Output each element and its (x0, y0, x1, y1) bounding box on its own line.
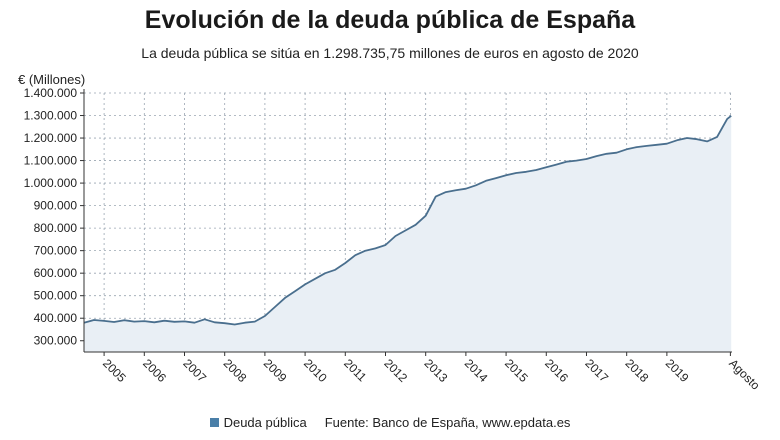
y-tick-label: 1.200.000 (24, 131, 78, 145)
x-tick-label: 2011 (341, 356, 369, 384)
x-tick-label: 2012 (381, 356, 410, 385)
y-tick-label: 900.000 (34, 199, 78, 213)
legend: Deuda pública Fuente: Banco de España, ww… (0, 415, 780, 430)
x-tick-label: 2008 (221, 356, 250, 385)
x-tick-label: 2013 (422, 356, 451, 385)
x-tick-label: 2006 (140, 356, 169, 385)
x-tick-label: 2007 (180, 356, 209, 385)
x-tick-label: 2015 (502, 356, 531, 385)
y-tick-label: 1.300.000 (24, 109, 78, 123)
chart-subtitle: La deuda pública se sitúa en 1.298.735,7… (141, 45, 639, 61)
y-tick-label: 600.000 (34, 266, 78, 280)
y-tick-label: 500.000 (34, 289, 78, 303)
y-tick-label: 1.100.000 (24, 154, 78, 168)
y-tick-label: 800.000 (34, 221, 78, 235)
y-tick-label: 400.000 (34, 311, 78, 325)
y-tick-label: 1.000.000 (24, 176, 78, 190)
x-tick-label: 2017 (582, 356, 611, 385)
chart-title: Evolución de la deuda pública de España (144, 6, 636, 34)
x-tick-label: Agosto (726, 356, 763, 393)
legend-label: Deuda pública (223, 415, 307, 430)
y-tick-label: 700.000 (34, 244, 78, 258)
y-tick-label: 1.400.000 (24, 86, 78, 100)
series-line-deuda-publica (83, 115, 732, 326)
legend-swatch (209, 418, 219, 427)
source-note: Fuente: Banco de España, www.epdata.es (324, 415, 571, 430)
x-tick-label: 2010 (301, 356, 330, 385)
y-axis-label: € (Millones) (18, 72, 85, 87)
x-tick-label: 2005 (100, 356, 129, 385)
x-tick-label: 2016 (542, 356, 571, 385)
x-tick-label: 2009 (261, 356, 290, 385)
x-tick-label: 2019 (663, 356, 692, 385)
x-tick-label: 2014 (462, 356, 491, 385)
y-tick-label: 300.000 (34, 334, 78, 348)
series-area-deuda-publica (84, 115, 732, 352)
x-tick-label: 2018 (623, 356, 652, 385)
